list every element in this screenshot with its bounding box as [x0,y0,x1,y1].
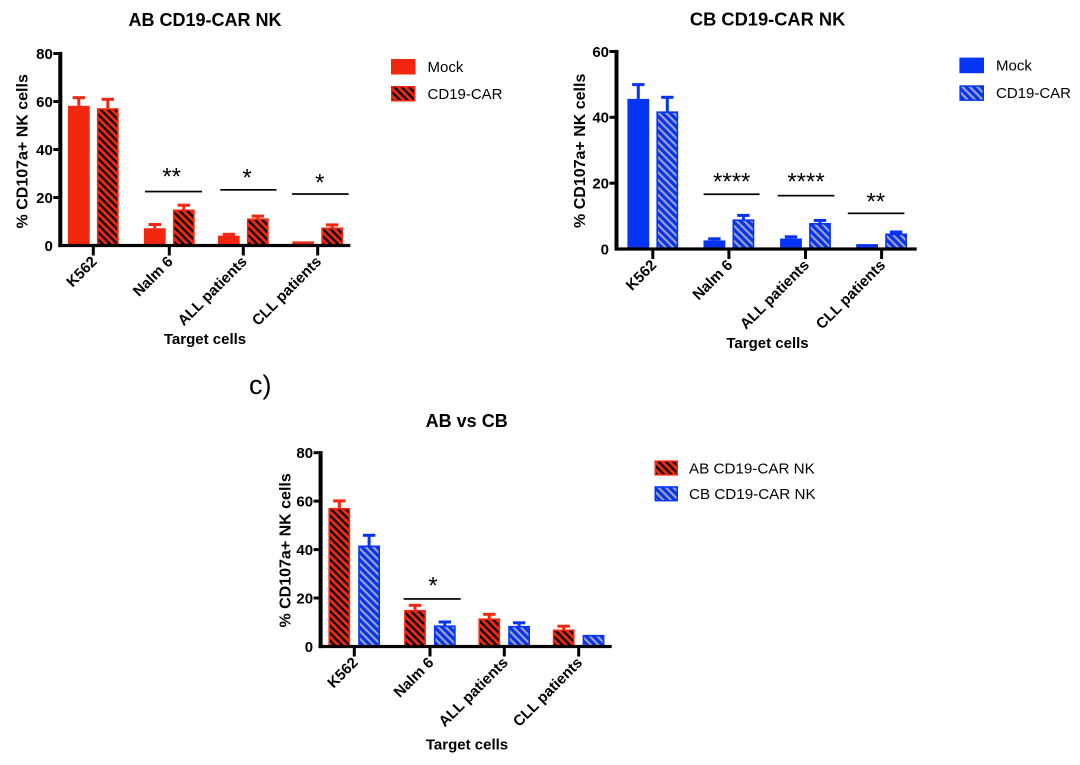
svg-text:CD19-CAR: CD19-CAR [996,85,1071,102]
svg-text:0: 0 [601,241,609,258]
svg-text:40: 40 [592,110,609,127]
svg-text:80: 80 [296,445,313,462]
svg-text:60: 60 [36,94,53,111]
svg-text:20: 20 [296,590,313,607]
svg-text:Mock: Mock [428,59,464,76]
svg-text:AB CD19-CAR NK: AB CD19-CAR NK [689,460,815,477]
svg-text:Target cells: Target cells [426,737,508,754]
svg-text:80: 80 [36,46,53,63]
svg-text:****: **** [787,168,824,195]
svg-text:Mock: Mock [996,58,1032,75]
svg-text:*: * [242,164,251,191]
svg-text:% CD107a+ NK cells: % CD107a+ NK cells [278,473,295,627]
svg-text:**: ** [162,163,181,190]
svg-text:0: 0 [305,639,313,656]
svg-text:*: * [315,169,324,196]
svg-text:% CD107a+ NK cells: % CD107a+ NK cells [15,74,32,228]
svg-text:****: **** [713,168,750,195]
svg-text:60: 60 [592,44,609,61]
svg-text:Target cells: Target cells [164,331,246,348]
svg-text:40: 40 [296,542,313,559]
svg-text:20: 20 [592,176,609,193]
svg-text:CD19-CAR: CD19-CAR [428,86,503,103]
svg-text:**: ** [866,188,885,215]
svg-text:40: 40 [36,142,53,159]
svg-text:Target cells: Target cells [726,335,808,352]
svg-text:*: * [428,572,437,599]
svg-text:0: 0 [44,238,52,255]
svg-text:CB CD19-CAR NK: CB CD19-CAR NK [689,486,816,503]
svg-text:c): c) [249,370,272,400]
svg-text:60: 60 [296,494,313,511]
svg-text:CB CD19-CAR NK: CB CD19-CAR NK [690,9,846,30]
svg-text:AB CD19-CAR NK: AB CD19-CAR NK [128,10,281,30]
svg-text:AB vs CB: AB vs CB [426,411,508,431]
svg-text:20: 20 [36,190,53,207]
svg-text:% CD107a+ NK cells: % CD107a+ NK cells [572,74,589,228]
